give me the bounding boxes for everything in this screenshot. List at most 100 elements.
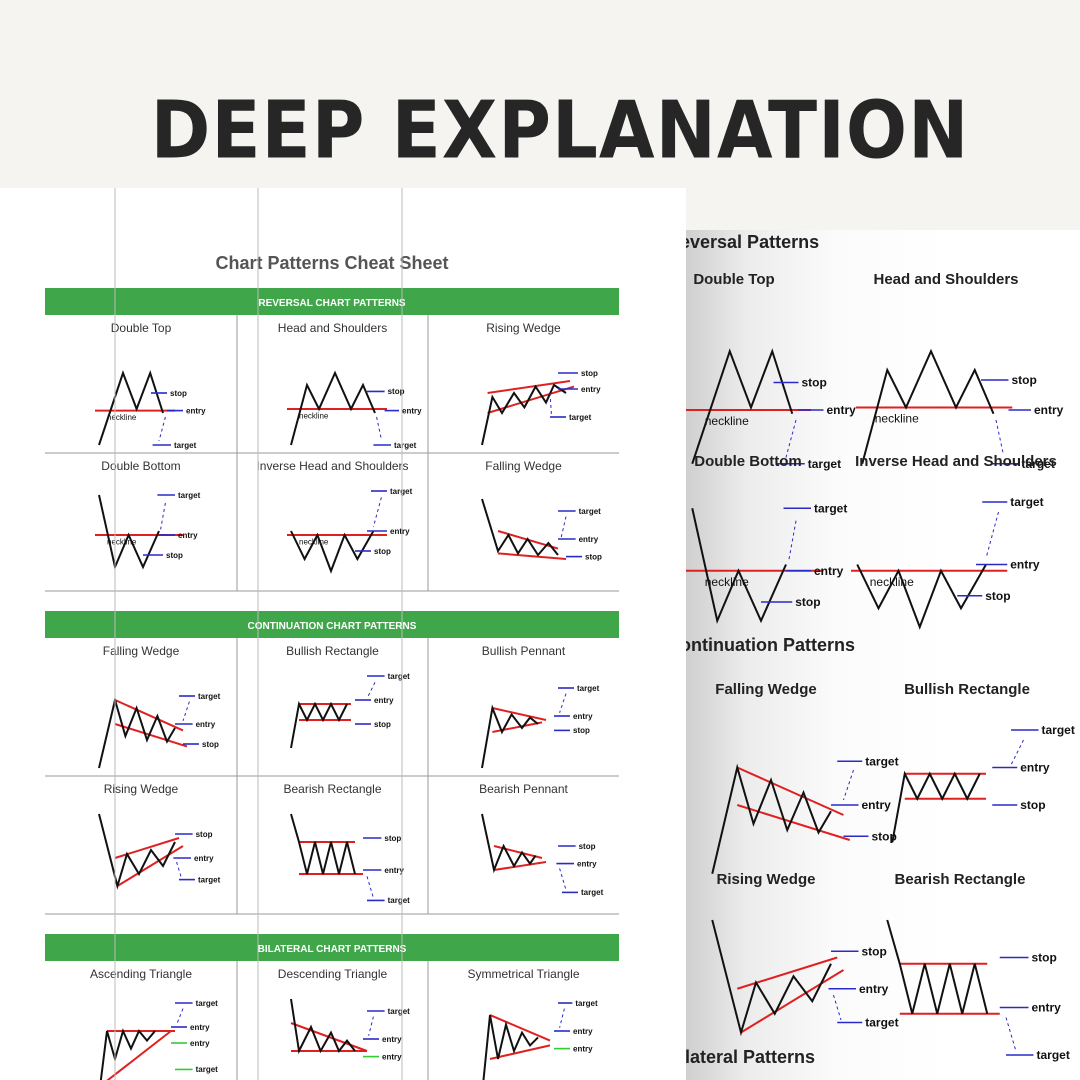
neckline-label: neckline [299, 538, 329, 547]
projection-dash [559, 693, 567, 713]
pattern-cell: Double Top stop neckline entry target [95, 321, 206, 450]
target-label: target [814, 501, 847, 515]
target-label: target [865, 754, 898, 768]
trend-line [489, 1014, 551, 1042]
entry-label: entry [579, 535, 599, 544]
target-label: target [196, 1065, 219, 1074]
price-line [856, 564, 987, 630]
target-label: target [577, 684, 600, 693]
stop-label: stop [802, 376, 827, 390]
section-label: REVERSAL CHART PATTERNS [258, 298, 406, 309]
stop-label: stop [374, 720, 391, 729]
target-label: target [388, 1007, 411, 1016]
cheat-sheet-panel: Chart Patterns Cheat Sheet REVERSAL CHAR… [0, 188, 686, 1080]
trend-line [736, 804, 851, 841]
target-label: target [388, 672, 411, 681]
pattern-cell: Head and Shoulders stop neckline entry targe… [278, 321, 422, 450]
stop-label: stop [585, 552, 602, 561]
price-line [481, 383, 567, 446]
zoom-section-heading: eversal Patterns [686, 232, 819, 252]
pattern-name: Bullish Pennant [482, 644, 566, 658]
projection-dash [376, 416, 382, 440]
price-line [481, 704, 539, 769]
stop-label: stop [872, 829, 897, 843]
price-line [98, 369, 164, 446]
trend-line [487, 385, 575, 414]
pattern-name: Falling Wedge [485, 459, 562, 473]
price-line [290, 530, 375, 574]
projection-dash [833, 994, 842, 1021]
pattern-cell: Bullish Rectangle target entry stop [286, 644, 411, 749]
zoom-pattern-name: Falling Wedge [715, 681, 816, 698]
pattern-cell: Rising Wedge stop entry target [98, 782, 221, 890]
projection-dash [559, 1008, 565, 1028]
pattern-name: Symmetrical Triangle [467, 967, 579, 981]
target-label: target [390, 487, 413, 496]
neckline-label: neckline [875, 412, 919, 426]
entry-label: entry [814, 564, 844, 578]
entry-label: entry [384, 866, 404, 875]
stop-label: stop [579, 842, 596, 851]
stop-label: stop [388, 387, 405, 396]
target-label: target [581, 888, 604, 897]
pattern-name: Double Top [111, 321, 172, 335]
projection-dash [985, 511, 999, 559]
pattern-name: Bearish Rectangle [283, 782, 381, 796]
price-line [290, 813, 356, 875]
trend-line [492, 707, 547, 721]
pattern-name: Ascending Triangle [90, 967, 192, 981]
projection-dash [368, 1016, 374, 1036]
pattern-cell: Double Bottom target neckline entry stop [95, 459, 201, 571]
pattern-cell: Bearish Rectangle stop entry target [283, 782, 410, 905]
stop-label: stop [384, 834, 401, 843]
zoom-pattern-name: Inverse Head and Shoulders [855, 453, 1057, 470]
pattern-cell: Inverse Head and Shoulders target neckline… [256, 459, 413, 574]
entry-label: entry [390, 527, 410, 536]
pattern-cell: Bearish Pennant stop entry target [479, 782, 603, 897]
section-label: CONTINUATION CHART PATTERNS [248, 621, 417, 632]
projection-dash [1005, 1017, 1017, 1052]
pattern-cell: Symmetrical Triangle target entry entry [467, 967, 598, 1080]
pattern-cell: Falling Wedge target entry stop [481, 459, 602, 561]
price-line [482, 1014, 539, 1080]
entry-label: entry [194, 854, 214, 863]
price-line [481, 498, 559, 557]
pattern-cell: Falling Wedge target entry stop [98, 644, 221, 769]
stop-label: stop [1020, 798, 1045, 812]
zoom-pattern-name: Rising Wedge [717, 871, 816, 888]
projection-dash [366, 876, 374, 899]
projection-dash [560, 516, 567, 538]
trend-line [493, 861, 547, 871]
entry-label: entry [573, 1027, 593, 1036]
price-line [861, 348, 995, 465]
entry-label: entry [1010, 558, 1040, 572]
entry-label: entry [581, 385, 601, 394]
target-label: target [198, 692, 221, 701]
section-bar [45, 934, 619, 961]
price-line [481, 813, 537, 874]
pattern-name: Descending Triangle [278, 967, 388, 981]
stop-label: stop [1012, 373, 1037, 387]
pattern-cell: Bullish Pennant target entry stop [481, 644, 600, 769]
neckline-label: neckline [705, 414, 749, 428]
zoom-section-heading: ontinuation Patterns [686, 635, 855, 655]
target-label: target [178, 491, 201, 500]
entry-label: entry [577, 859, 597, 868]
projection-dash [176, 861, 182, 879]
target-label: target [388, 896, 411, 905]
neckline-label: neckline [107, 538, 137, 547]
target-label: target [1042, 723, 1075, 737]
projection-dash [160, 502, 166, 530]
pattern-cell: Rising Wedge stop entry target [481, 321, 601, 446]
entry-label: entry [382, 1035, 402, 1044]
pattern-name: Falling Wedge [103, 644, 180, 658]
pattern-name: Rising Wedge [104, 782, 179, 796]
target-label: target [196, 999, 219, 1008]
target-label: target [394, 441, 417, 450]
entry-label: entry [573, 1044, 593, 1053]
entry-label: entry [1034, 403, 1064, 417]
pattern-cell: Descending Triangle target entry entry [278, 967, 410, 1061]
pattern-name: Rising Wedge [486, 321, 561, 335]
projection-dash [843, 769, 854, 801]
zoom-pattern-name: Double Top [693, 271, 774, 288]
